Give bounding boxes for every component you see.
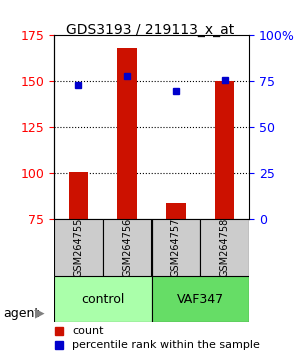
FancyBboxPatch shape bbox=[54, 276, 152, 322]
Text: GSM264756: GSM264756 bbox=[122, 218, 132, 278]
Bar bbox=[166, 203, 186, 219]
Text: GSM264758: GSM264758 bbox=[220, 218, 230, 278]
Text: GSM264755: GSM264755 bbox=[74, 218, 83, 278]
FancyBboxPatch shape bbox=[103, 219, 152, 276]
Text: agent: agent bbox=[3, 307, 39, 320]
Text: VAF347: VAF347 bbox=[177, 293, 224, 306]
FancyBboxPatch shape bbox=[200, 219, 249, 276]
Text: percentile rank within the sample: percentile rank within the sample bbox=[72, 340, 260, 350]
Text: ▶: ▶ bbox=[34, 307, 44, 320]
Text: GDS3193 / 219113_x_at: GDS3193 / 219113_x_at bbox=[66, 23, 234, 37]
FancyBboxPatch shape bbox=[152, 276, 249, 322]
Text: control: control bbox=[81, 293, 124, 306]
Text: count: count bbox=[72, 326, 104, 336]
Bar bbox=[117, 48, 137, 219]
Text: GSM264757: GSM264757 bbox=[171, 218, 181, 278]
Bar bbox=[215, 81, 234, 219]
Bar bbox=[69, 172, 88, 219]
FancyBboxPatch shape bbox=[54, 219, 103, 276]
FancyBboxPatch shape bbox=[152, 219, 200, 276]
